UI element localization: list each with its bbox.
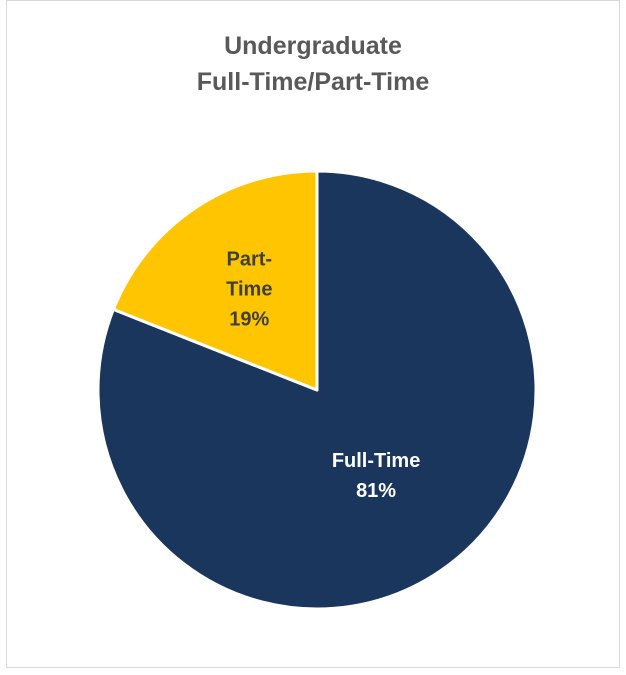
slice-label-0: Full-Time 81%: [332, 450, 421, 502]
slice-label-1-line-1: Time: [226, 279, 272, 301]
chart-title: Undergraduate Full-Time/Part-Time: [0, 28, 626, 100]
pie-slice-1: [111, 169, 319, 392]
chart-title-line-2: Full-Time/Part-Time: [196, 68, 430, 96]
slice-label-1: Part- Time 19%: [226, 249, 272, 331]
slice-label-1-line-2: 19%: [229, 309, 269, 331]
slice-label-0-line-1: 81%: [356, 480, 396, 502]
chart-title-line-1: Undergraduate: [224, 32, 402, 60]
slice-label-0-line-0: Full-Time: [332, 450, 421, 472]
slice-label-1-line-0: Part-: [227, 249, 273, 271]
